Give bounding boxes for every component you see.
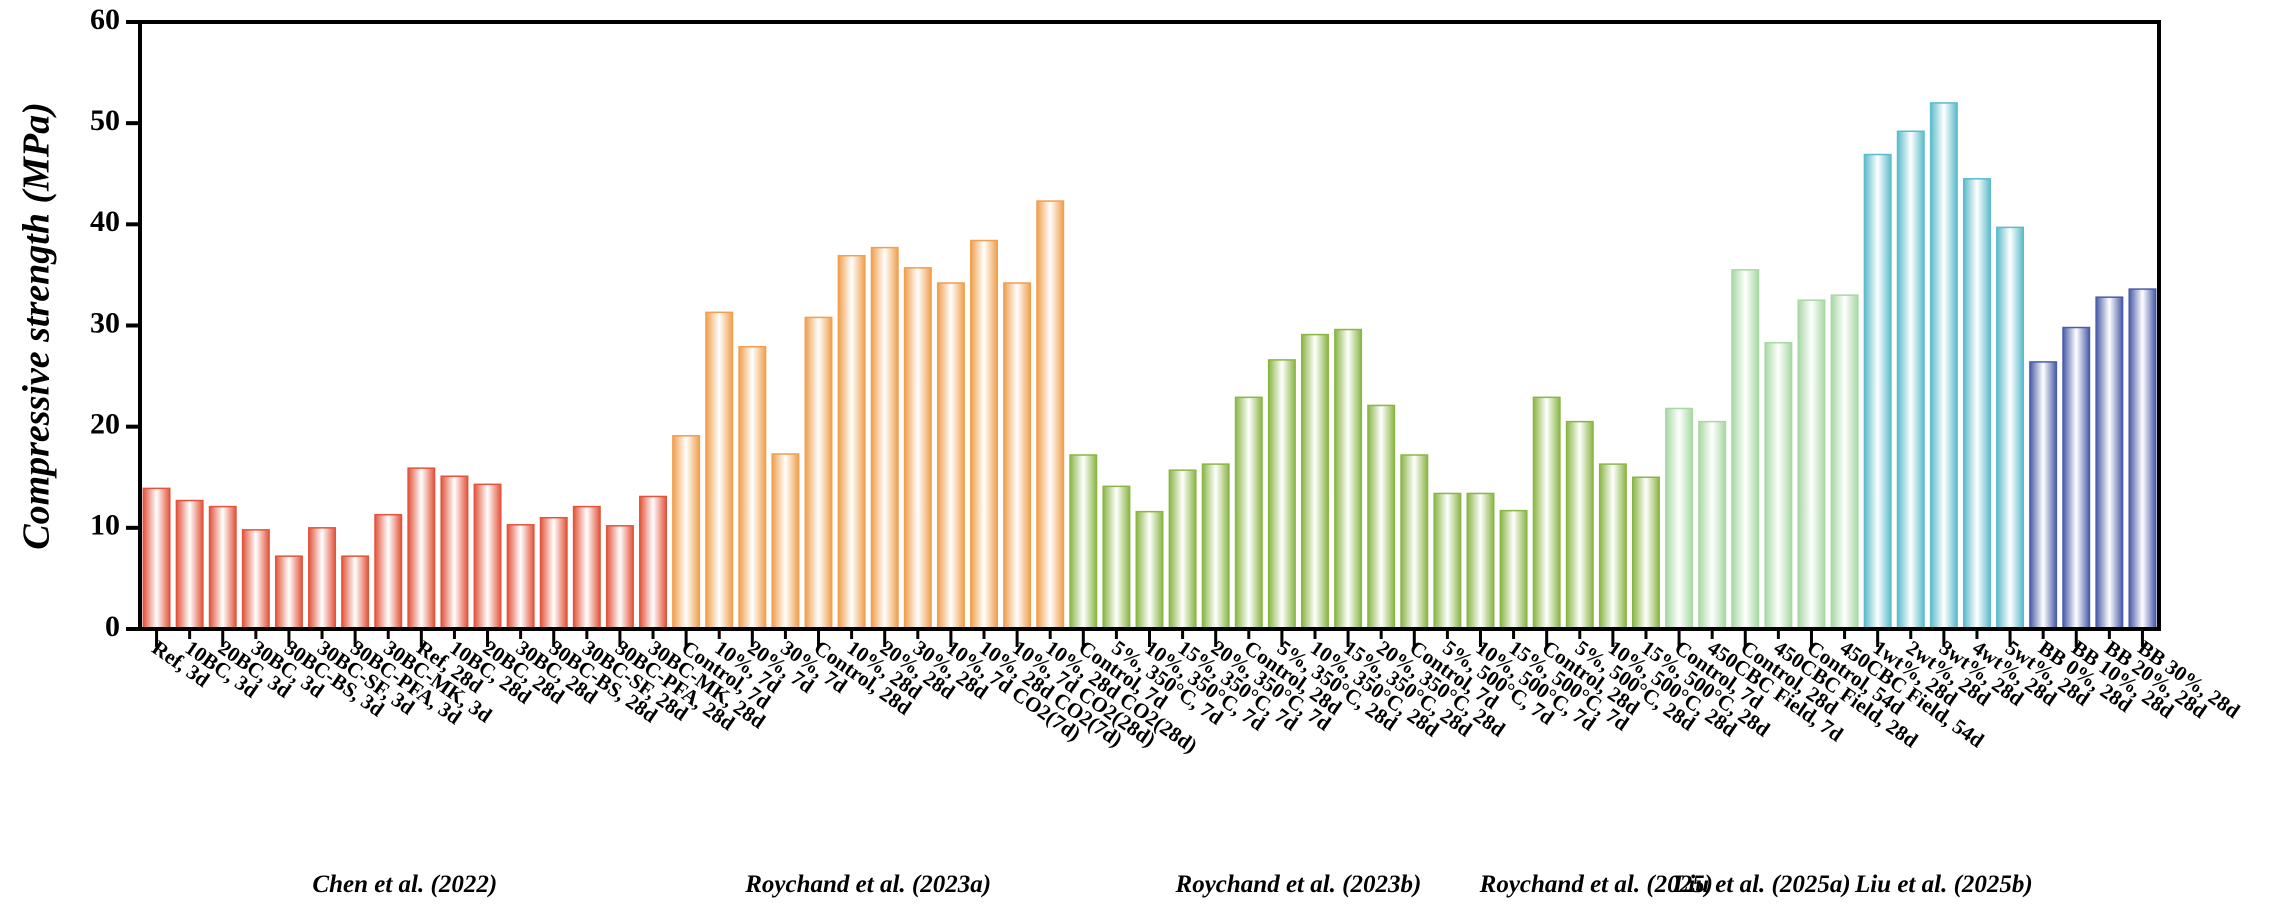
bar bbox=[1996, 226, 2025, 630]
bar bbox=[1665, 407, 1694, 630]
bar bbox=[539, 516, 568, 630]
bar bbox=[1334, 328, 1363, 630]
y-tick-label: 30 bbox=[90, 306, 120, 339]
bar bbox=[407, 467, 436, 630]
y-tick-label: 10 bbox=[90, 509, 120, 542]
bar bbox=[1301, 333, 1329, 630]
bar bbox=[142, 487, 171, 630]
bar bbox=[903, 267, 932, 630]
bar bbox=[175, 499, 204, 630]
bar bbox=[2062, 326, 2091, 630]
bar bbox=[506, 524, 535, 630]
bar bbox=[1797, 299, 1826, 630]
group-label: Roychand et al. (2023a) bbox=[744, 871, 991, 898]
plot-frame bbox=[138, 20, 2161, 631]
bar bbox=[1962, 178, 1991, 630]
bar bbox=[1565, 420, 1594, 630]
bar bbox=[1830, 294, 1859, 630]
bar bbox=[1731, 269, 1760, 630]
bar bbox=[1598, 463, 1627, 630]
bar bbox=[274, 555, 303, 630]
bar bbox=[1367, 404, 1396, 630]
y-tick-label: 0 bbox=[105, 610, 120, 643]
group-label: Roychand et al. (2023b) bbox=[1175, 871, 1422, 898]
y-tick-label: 50 bbox=[90, 104, 120, 137]
bar bbox=[440, 475, 469, 630]
bar bbox=[1499, 509, 1528, 630]
bar bbox=[1698, 420, 1727, 630]
bar bbox=[1003, 282, 1032, 630]
bar bbox=[605, 525, 634, 630]
bar bbox=[1400, 454, 1429, 630]
group-label: Roychand et al. (2025) bbox=[1479, 871, 1713, 898]
bar bbox=[2128, 288, 2157, 630]
bar bbox=[572, 505, 601, 630]
bar bbox=[1135, 510, 1164, 630]
bar bbox=[1433, 492, 1462, 630]
bar bbox=[936, 282, 965, 630]
bar bbox=[241, 529, 270, 630]
bar bbox=[771, 453, 800, 630]
bar bbox=[1102, 485, 1131, 630]
bar bbox=[1267, 359, 1296, 630]
group-label: Chen et al. (2022) bbox=[312, 871, 497, 898]
bar bbox=[374, 513, 403, 630]
bar bbox=[1168, 469, 1197, 630]
y-tick-label: 40 bbox=[90, 205, 120, 238]
bar bbox=[341, 555, 370, 630]
bar bbox=[837, 254, 866, 630]
y-axis-label: Compressive strength (MPa) bbox=[16, 102, 58, 550]
y-tick-label: 60 bbox=[90, 3, 120, 36]
bar bbox=[1466, 492, 1495, 630]
bar bbox=[2029, 361, 2058, 630]
bar bbox=[1234, 396, 1263, 630]
bar bbox=[705, 311, 734, 630]
bar bbox=[1631, 476, 1660, 630]
bar bbox=[639, 495, 668, 630]
bar bbox=[1532, 396, 1561, 630]
y-tick-label: 20 bbox=[90, 408, 120, 441]
bar bbox=[308, 527, 337, 630]
group-label: Liu et al. (2025a) bbox=[1672, 871, 1851, 898]
bar bbox=[208, 505, 237, 630]
group-label: Liu et al. (2025b) bbox=[1854, 871, 2033, 898]
bar bbox=[1863, 153, 1892, 630]
bar bbox=[970, 239, 998, 630]
bar bbox=[672, 435, 701, 630]
bar bbox=[738, 345, 767, 630]
bar bbox=[1201, 463, 1230, 630]
bar bbox=[1896, 130, 1925, 630]
bar bbox=[473, 483, 502, 630]
bar bbox=[1764, 341, 1793, 630]
bar bbox=[1069, 454, 1098, 630]
bar bbox=[1036, 200, 1065, 630]
bar bbox=[870, 246, 899, 630]
bar bbox=[2095, 296, 2124, 630]
bar bbox=[1929, 102, 1958, 630]
bar bbox=[804, 316, 833, 630]
